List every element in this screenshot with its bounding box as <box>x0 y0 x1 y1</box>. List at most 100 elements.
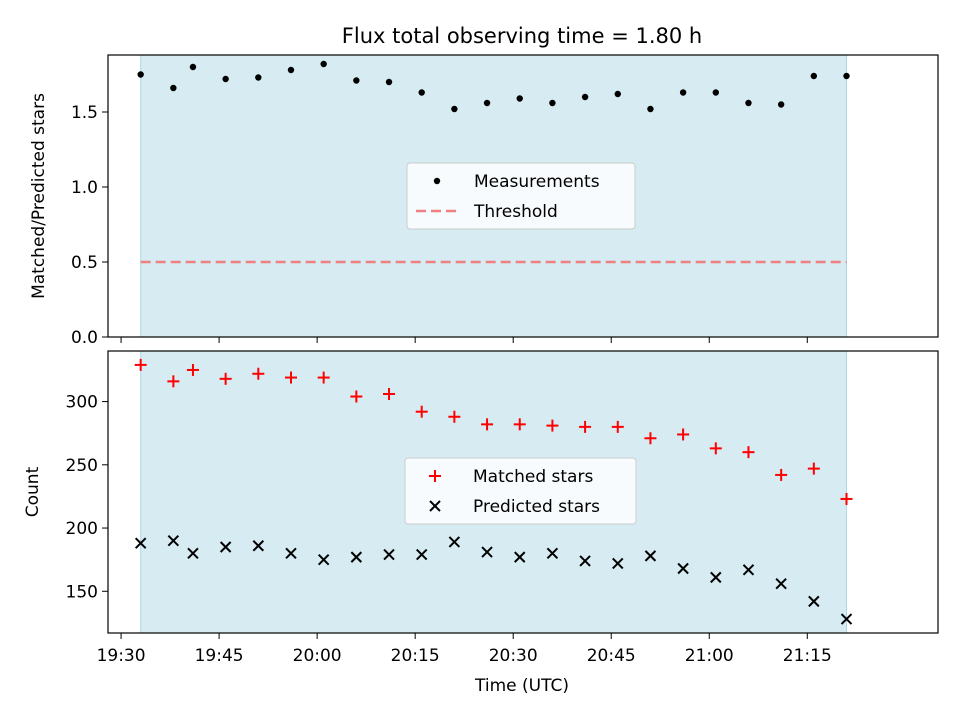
matched-star-point-15 <box>611 420 624 433</box>
predicted-star-point-3 <box>219 541 232 553</box>
measurement-point-2 <box>189 63 197 71</box>
matched-star-point-10 <box>448 410 461 423</box>
top-legend-box <box>406 162 636 230</box>
bottom-axes-frame <box>107 350 939 634</box>
xtick-label-2: 20:00 <box>293 646 342 666</box>
measurement-point-13 <box>549 99 556 107</box>
measurement-point-0 <box>137 71 144 78</box>
matched-star-point-6 <box>317 371 330 384</box>
legend-measurements-label: Measurements <box>474 172 600 192</box>
matched-star-point-18 <box>709 442 722 455</box>
matched-star-point-13 <box>546 419 559 432</box>
predicted-star-point-12 <box>514 551 526 563</box>
predicted-star-point-7 <box>350 551 363 563</box>
matched-star-point-0 <box>134 358 147 371</box>
measurement-point-16 <box>647 105 654 113</box>
matched-star-point-8 <box>383 387 396 400</box>
legend-threshold-label: Threshold <box>473 202 558 222</box>
top-ytick-label-1: 0.5 <box>71 253 98 273</box>
matched-star-point-16 <box>644 432 657 445</box>
matched-star-point-11 <box>481 418 494 431</box>
bottom-ytick-label-1: 200 <box>66 519 98 539</box>
matched-star-point-19 <box>742 446 755 459</box>
measurement-point-18 <box>712 89 719 96</box>
predicted-star-point-8 <box>383 548 395 561</box>
top-ytick-label-0: 0.0 <box>71 328 98 348</box>
x-axis-label: Time (UTC) <box>474 676 569 696</box>
measurement-point-17 <box>679 89 687 96</box>
matched-star-point-12 <box>513 418 526 431</box>
bottom-ytick-label-3: 300 <box>66 393 98 413</box>
bottom-panel: 150 200 250 300 19:30 19:45 20:00 20:15 20:30 20:… <box>23 350 939 696</box>
legend-matched-label: Matched stars <box>473 467 593 487</box>
measurement-point-1 <box>170 84 177 92</box>
predicted-star-point-21 <box>808 595 820 608</box>
matched-star-point-9 <box>415 405 428 418</box>
matched-star-point-7 <box>350 390 363 403</box>
measurement-point-15 <box>614 90 621 98</box>
legend-predicted-marker <box>429 500 441 512</box>
measurement-point-22 <box>843 72 850 80</box>
xtick-label-5: 20:45 <box>587 646 636 666</box>
matched-star-point-3 <box>219 372 232 385</box>
xtick-label-7: 21:15 <box>783 646 832 666</box>
matched-star-point-22 <box>840 492 853 505</box>
measurement-point-6 <box>320 60 327 68</box>
bottom-legend-box <box>404 457 637 525</box>
top-legend: Measurements Threshold <box>406 162 636 230</box>
measurement-point-10 <box>451 105 458 113</box>
measurement-point-9 <box>418 89 425 96</box>
predicted-star-point-5 <box>285 547 297 560</box>
xtick-label-6: 21:00 <box>685 646 734 666</box>
predicted-star-point-0 <box>134 537 147 549</box>
matched-star-point-21 <box>807 462 820 475</box>
measurement-point-5 <box>287 66 295 74</box>
bottom-y-axis-label: Count <box>23 466 43 517</box>
predicted-star-point-9 <box>415 548 428 561</box>
measurement-point-4 <box>255 74 262 81</box>
predicted-star-point-13 <box>546 547 559 560</box>
predicted-star-point-6 <box>317 553 330 566</box>
predicted-star-point-15 <box>612 557 624 570</box>
measurement-point-19 <box>745 99 752 107</box>
top-ytick-label-3: 1.5 <box>71 103 98 123</box>
xtick-label-1: 19:45 <box>195 646 244 666</box>
bottom-ytick-label-0: 150 <box>66 582 98 602</box>
predicted-star-point-1 <box>167 534 180 547</box>
legend-measurements-marker <box>433 177 441 185</box>
predicted-star-point-10 <box>448 536 461 548</box>
measurement-point-14 <box>581 93 589 101</box>
matched-star-point-4 <box>252 367 265 380</box>
predicted-star-point-11 <box>481 546 493 558</box>
predicted-star-point-19 <box>742 564 755 576</box>
predicted-star-point-4 <box>252 540 265 552</box>
matched-star-point-2 <box>186 363 199 376</box>
measurement-point-21 <box>810 72 818 80</box>
measurement-point-3 <box>222 75 229 83</box>
xtick-label-0: 19:30 <box>97 646 146 666</box>
predicted-star-point-22 <box>840 613 853 625</box>
legend-predicted-label: Predicted stars <box>473 497 600 517</box>
measurement-point-8 <box>385 78 393 86</box>
bottom-legend: Matched stars Predicted stars <box>404 457 637 525</box>
matched-star-point-5 <box>284 371 297 384</box>
top-panel: 0.0 0.5 1.0 1.5 Matched/Predicted stars Measu… <box>29 54 939 348</box>
xtick-label-4: 20:30 <box>489 646 538 666</box>
matched-star-point-14 <box>579 420 592 433</box>
matched-star-point-20 <box>775 468 788 481</box>
matched-star-point-17 <box>677 428 690 441</box>
top-axes-frame <box>107 54 939 338</box>
predicted-star-point-16 <box>644 550 657 562</box>
predicted-star-point-2 <box>187 547 199 560</box>
measurement-point-20 <box>777 101 785 108</box>
top-y-axis-label: Matched/Predicted stars <box>29 93 49 299</box>
top-ytick-label-2: 1.0 <box>71 178 98 198</box>
matched-star-point-1 <box>167 375 180 388</box>
predicted-star-point-14 <box>579 555 591 567</box>
predicted-star-point-17 <box>677 562 689 575</box>
predicted-star-point-20 <box>775 577 787 590</box>
measurement-point-7 <box>353 77 360 84</box>
legend-matched-marker <box>429 470 441 482</box>
measurement-point-11 <box>483 99 491 107</box>
